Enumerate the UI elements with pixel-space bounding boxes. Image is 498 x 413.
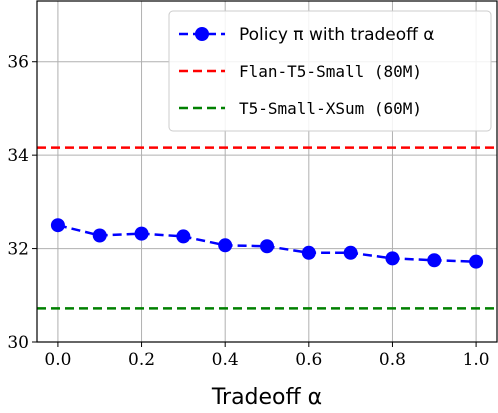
x-tick-label: 0.0 bbox=[44, 350, 71, 370]
data-point bbox=[301, 245, 316, 260]
y-tick-label: 36 bbox=[7, 53, 29, 73]
legend-label: Flan-T5-Small (80M) bbox=[239, 62, 422, 81]
tick-layer: 0.0 0.2 0.4 0.6 0.8 1.0 30 32 34 36 bbox=[7, 53, 489, 370]
x-tick-label: 0.2 bbox=[128, 350, 155, 370]
x-tick-label: 0.4 bbox=[212, 350, 239, 370]
x-tick-label: 1.0 bbox=[463, 350, 490, 370]
data-point bbox=[218, 238, 233, 253]
data-point bbox=[134, 226, 149, 241]
legend-label: T5-Small-XSum (60M) bbox=[239, 99, 422, 118]
data-point bbox=[469, 254, 484, 269]
y-tick-label: 32 bbox=[7, 240, 29, 260]
series-layer bbox=[37, 146, 497, 310]
plot-frame bbox=[36, 0, 498, 343]
x-tick-label: 0.8 bbox=[379, 350, 406, 370]
data-point bbox=[343, 245, 358, 260]
y-tick-label: 34 bbox=[7, 146, 29, 166]
legend: Policy π with tradeoff α Flan-T5-Small (8… bbox=[168, 10, 492, 132]
data-point bbox=[50, 218, 65, 233]
data-point bbox=[385, 251, 400, 266]
data-point bbox=[92, 228, 107, 243]
x-axis-label: Tradeoff α bbox=[211, 385, 322, 410]
x-tick-label: 0.6 bbox=[295, 350, 322, 370]
data-point bbox=[176, 229, 191, 244]
legend-box bbox=[168, 10, 492, 132]
y-tick-label: 30 bbox=[7, 333, 29, 353]
data-point bbox=[260, 239, 274, 254]
legend-label: Policy π with tradeoff α bbox=[239, 25, 434, 45]
data-point bbox=[427, 253, 442, 268]
legend-swatch-marker bbox=[195, 27, 209, 41]
